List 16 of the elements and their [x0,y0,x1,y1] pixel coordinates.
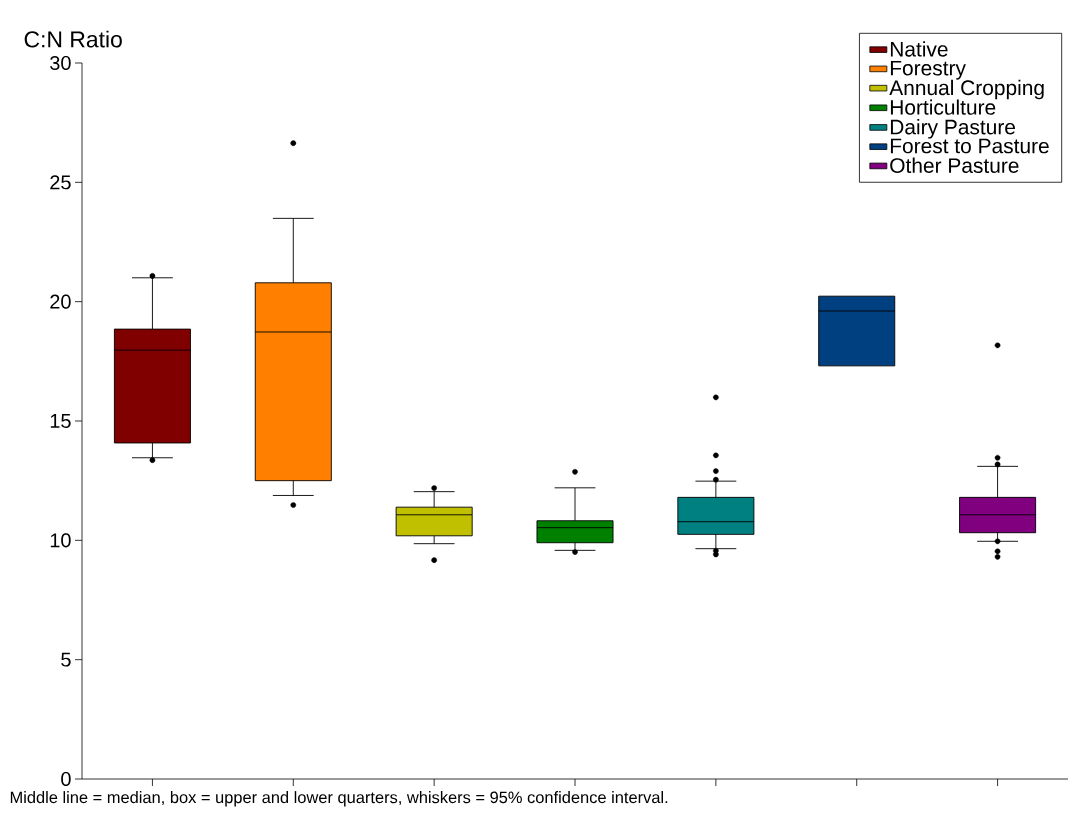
legend-label: Other Pasture [890,157,1019,173]
legend-label: Forest to Pasture [890,138,1049,154]
text: Middle line = median, box = upper and lower quarters, whiskers = 95% confidence interval. [10,791,668,807]
y-tick-label: 15 [50,414,71,428]
legend-label: Native [890,41,948,57]
legend-label: Dairy Pasture [890,119,1016,139]
y-tick-label: 25 [50,175,71,190]
y-tick-label: 0 [61,771,71,787]
y-tick-label: 5 [61,652,71,667]
y-tick-label: 10 [50,533,71,548]
legend-label: Annual Cropping [889,79,1044,100]
y-axis-title: C:N Ratio [24,30,122,48]
legend-label: Horticulture [890,99,996,115]
legend-label: Forestry [890,60,966,80]
y-tick-label: 30 [50,55,71,71]
y-tick-label: 20 [50,294,71,309]
